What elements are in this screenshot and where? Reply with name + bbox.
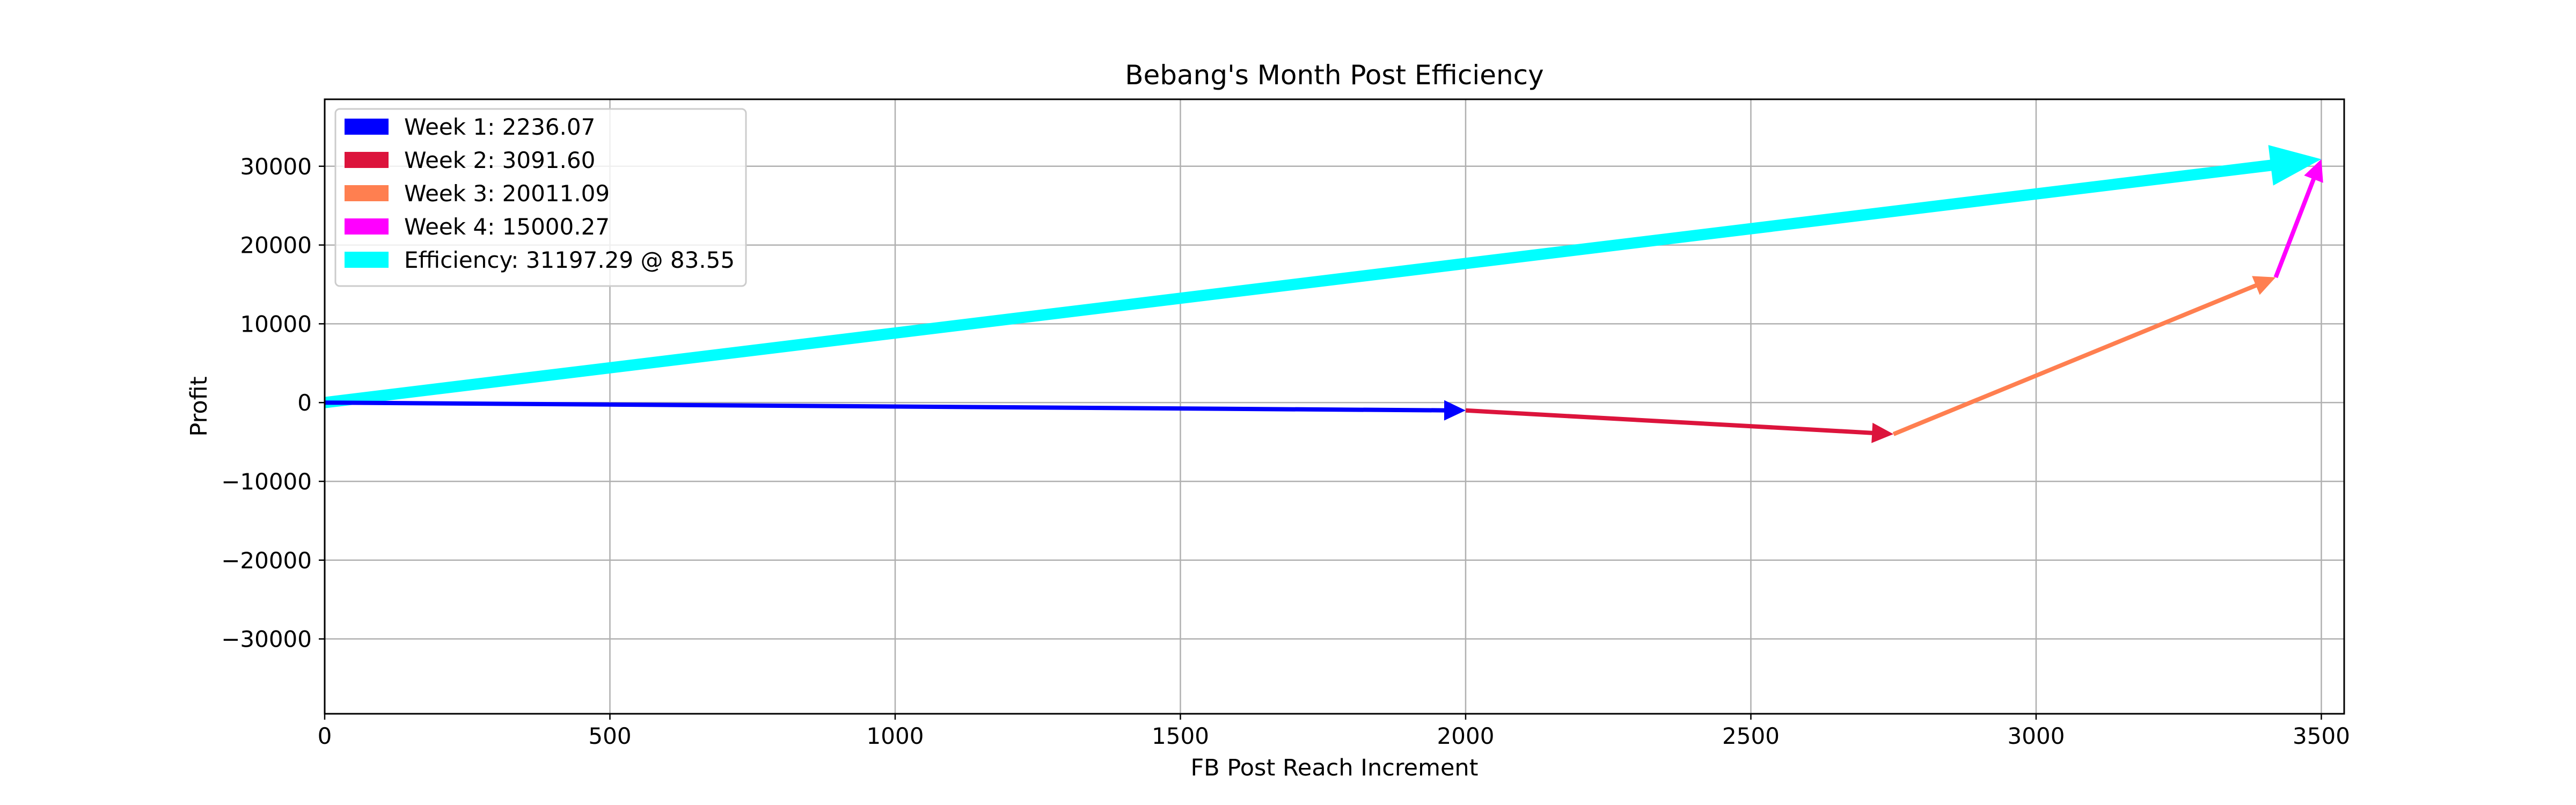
axis-ticks: 0 500 1000 1500 2000 2500 3000 3500 30000 20000 10… (221, 153, 2350, 749)
y-tick-label: −30000 (221, 626, 312, 653)
x-tick-label: 2500 (1722, 723, 1780, 749)
x-axis-label: FB Post Reach Increment (1190, 755, 1478, 781)
legend-box (334, 108, 747, 287)
week-2-arrow (1465, 408, 1894, 443)
legend-label: Efficiency: 31197.29 @ 83.55 (404, 247, 735, 273)
legend-swatch (345, 119, 389, 135)
week-1-arrow (325, 400, 1466, 421)
legend-label: Week 3: 20011.09 (404, 180, 610, 207)
legend-swatch (345, 152, 389, 168)
legend-swatch (345, 185, 389, 201)
x-tick-label: 2000 (1437, 723, 1495, 749)
y-tick-label: 20000 (240, 232, 312, 259)
y-tick-label: −10000 (221, 469, 312, 495)
chart-title: Bebang's Month Post Efficiency (1125, 60, 1544, 91)
efficiency-arrow (324, 145, 2322, 408)
x-tick-label: 3500 (2293, 723, 2350, 749)
legend-swatch (345, 218, 389, 235)
x-tick-label: 3000 (2008, 723, 2065, 749)
x-tick-label: 1000 (867, 723, 924, 749)
legend-label: Week 1: 2236.07 (404, 114, 595, 140)
y-axis-label: Profit (186, 376, 213, 436)
legend-label: Week 4: 15000.27 (404, 214, 610, 240)
x-tick-label: 0 (318, 723, 332, 749)
y-tick-label: −20000 (221, 547, 312, 574)
legend-label: Week 2: 3091.60 (404, 147, 595, 173)
y-tick-label: 10000 (240, 311, 312, 337)
vector-arrows (324, 145, 2323, 443)
week-3-arrow (1892, 276, 2276, 436)
week-4-arrow (2273, 159, 2323, 279)
y-tick-label: 0 (297, 390, 312, 416)
legend-swatch (345, 252, 389, 268)
plot-frame (324, 98, 2345, 715)
y-tick-label: 30000 (240, 153, 312, 180)
x-tick-label: 1500 (1152, 723, 1209, 749)
grid-lines (324, 99, 2344, 714)
x-tick-label: 500 (588, 723, 631, 749)
legend: Week 1: 2236.07 Week 2: 3091.60 Week 3: 20… (334, 108, 747, 287)
